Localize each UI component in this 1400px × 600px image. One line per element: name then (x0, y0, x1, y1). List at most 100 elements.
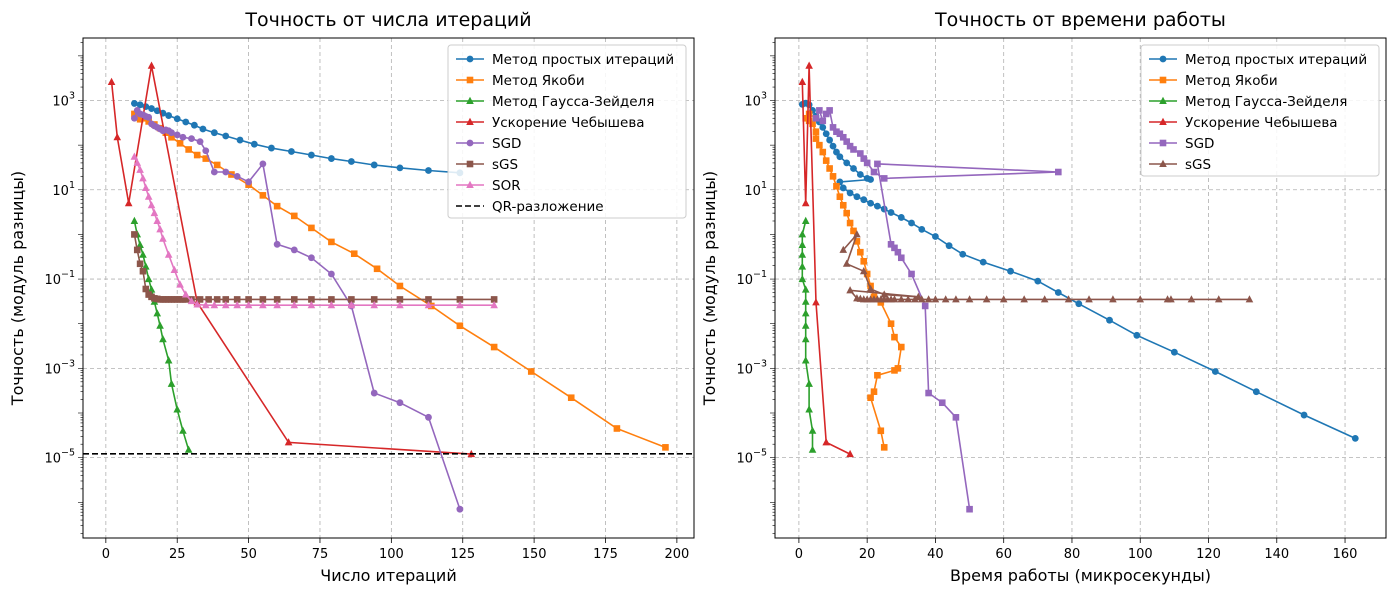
data-point (210, 168, 218, 176)
data-point (176, 139, 184, 147)
data-point (182, 296, 190, 303)
legend-marker (1159, 159, 1167, 167)
data-point (1054, 289, 1062, 296)
data-point (924, 295, 933, 303)
data-point (850, 146, 857, 153)
x-tick-label: 75 (312, 547, 329, 562)
data-point (153, 216, 162, 224)
data-point (350, 250, 358, 258)
data-point (1055, 168, 1062, 176)
data-point (808, 445, 817, 453)
data-point (1075, 300, 1083, 308)
legend: Метод простых итераций Метод Якоби Метод Г… (1140, 44, 1380, 177)
data-point (328, 238, 335, 246)
data-point (952, 295, 960, 303)
data-point (213, 296, 221, 303)
data-point (801, 321, 810, 329)
series-line (110, 65, 472, 455)
data-point (802, 114, 810, 122)
data-point (874, 202, 881, 210)
data-point (273, 202, 281, 210)
data-point (880, 175, 888, 182)
data-point (874, 371, 881, 379)
data-point (891, 333, 898, 341)
y-tick-label: 101 (52, 180, 75, 199)
data-point (308, 254, 315, 262)
data-point (917, 295, 926, 303)
data-point (836, 193, 844, 201)
data-point (181, 290, 190, 298)
legend-item: sGS (1149, 157, 1211, 173)
data-point (897, 343, 905, 351)
data-point (148, 105, 155, 112)
legend-label: Ускорение Чебышева (1185, 115, 1338, 131)
data-point (142, 183, 150, 191)
y-tick-label: 10−3 (736, 358, 767, 377)
data-point (839, 184, 847, 192)
data-point (826, 107, 833, 114)
data-point (210, 129, 218, 137)
data-point (853, 193, 861, 201)
data-point (925, 389, 932, 397)
data-point (801, 285, 810, 293)
data-point (866, 284, 875, 292)
data-point (173, 405, 182, 413)
data-point (816, 107, 823, 114)
y-ticks: 103 101 10−1 10−3 10−5 (736, 91, 767, 467)
legend-item: SOR (456, 178, 521, 194)
data-point (843, 159, 851, 167)
data-point (327, 270, 335, 278)
data-point (822, 110, 830, 118)
legend-item: QR-разложение (456, 199, 604, 215)
y-axis-label: Точность (модуль разницы) (700, 171, 719, 406)
data-point (801, 334, 810, 343)
data-point (979, 258, 987, 266)
data-point (370, 296, 378, 303)
data-point (945, 242, 953, 250)
data-point (202, 155, 210, 162)
y-tick-label: 103 (52, 91, 75, 110)
legend-item: Метод Якоби (456, 73, 585, 89)
data-point (159, 334, 167, 343)
x-tick-label: 100 (379, 547, 404, 562)
data-point (801, 356, 810, 364)
legend-label: Ускорение Чебышева (492, 115, 645, 131)
data-point (205, 296, 212, 303)
data-point (966, 505, 973, 513)
legend-item: sGS (456, 157, 518, 173)
data-point (196, 138, 204, 146)
data-point (259, 296, 267, 303)
data-point (167, 379, 176, 387)
data-point (662, 444, 669, 451)
data-point (164, 250, 173, 258)
x-tick-label: 150 (522, 547, 547, 562)
data-point (144, 192, 153, 200)
data-point (425, 167, 432, 174)
legend-label: sGS (492, 157, 518, 173)
data-point (1136, 295, 1145, 303)
legend-marker (466, 76, 474, 84)
data-point (1020, 295, 1028, 303)
x-tick-label: 160 (1333, 547, 1358, 562)
data-point (131, 231, 138, 238)
minor-ticks (770, 42, 775, 534)
data-point (190, 121, 198, 129)
data-point (456, 300, 464, 309)
legend-label: sGS (1185, 157, 1211, 173)
data-point (959, 250, 967, 258)
data-point (133, 246, 141, 254)
data-point (222, 168, 230, 176)
y-axis-label: Точность (модуль разницы) (8, 171, 27, 406)
y-ticks: 103 101 10−1 10−3 10−5 (44, 91, 75, 467)
data-point (822, 157, 830, 164)
data-point (308, 296, 315, 303)
data-point (222, 296, 230, 303)
data-point (850, 227, 857, 235)
data-point (860, 196, 868, 204)
legend-label: SGD (1185, 136, 1214, 152)
data-point (396, 300, 404, 309)
data-point (290, 300, 299, 309)
x-tick-label: 40 (927, 547, 944, 562)
data-point (870, 388, 878, 395)
data-point (139, 174, 147, 182)
